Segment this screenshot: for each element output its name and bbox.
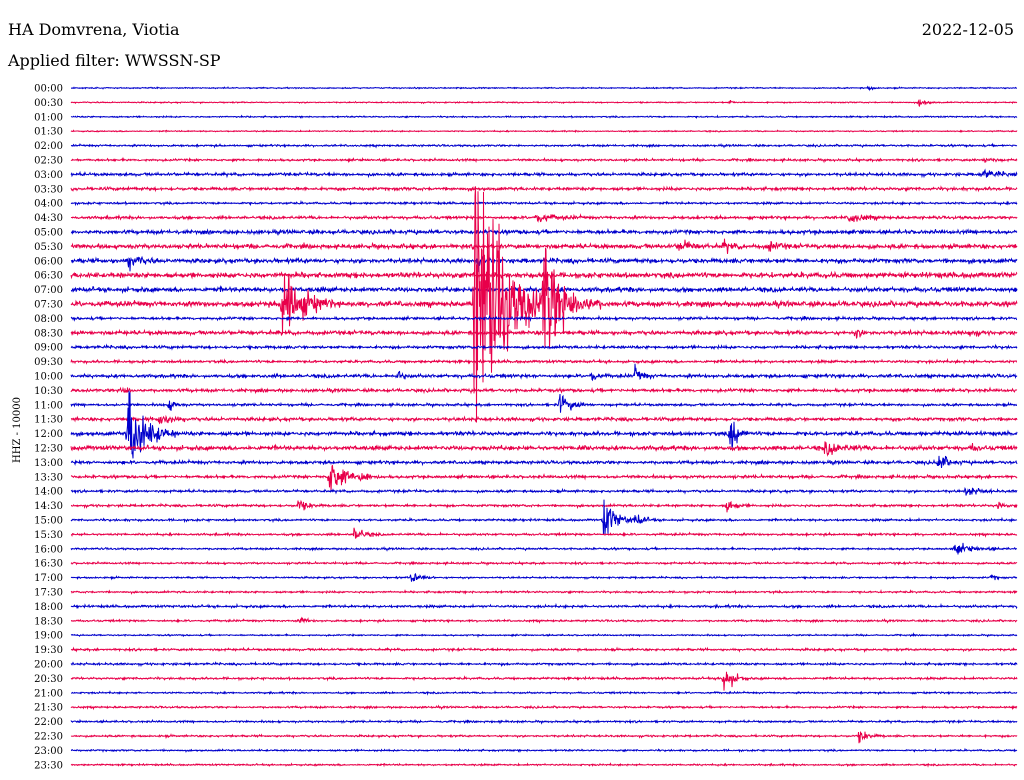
record-date: 2022-12-05: [921, 20, 1014, 39]
time-label-2300: 23:00: [34, 746, 63, 757]
trace-row-2200: [70, 718, 1018, 725]
trace-row-0800: [70, 314, 1018, 323]
trace-row-2330: [70, 762, 1018, 768]
time-label-1730: 17:30: [34, 588, 63, 599]
time-label-1200: 12:00: [34, 429, 63, 440]
time-label-2230: 22:30: [34, 732, 63, 743]
trace-row-1400: [70, 486, 1018, 496]
time-label-1130: 11:30: [34, 415, 63, 426]
time-label-1000: 10:00: [34, 372, 63, 383]
time-label-1100: 11:00: [34, 400, 63, 411]
time-label-0630: 06:30: [34, 271, 63, 282]
time-label-2000: 20:00: [34, 660, 63, 671]
time-label-1800: 18:00: [34, 602, 63, 613]
time-label-0500: 05:00: [34, 228, 63, 239]
trace-row-1300: [70, 455, 1018, 469]
trace-row-1200: [70, 390, 1018, 459]
time-label-1930: 19:30: [34, 645, 63, 656]
time-label-1030: 10:30: [34, 386, 63, 397]
trace-row-0900: [70, 343, 1018, 351]
trace-row-0430: [70, 213, 1018, 223]
time-label-1400: 14:00: [34, 487, 63, 498]
time-label-0700: 07:00: [34, 285, 63, 296]
time-label-0600: 06:00: [34, 256, 63, 267]
time-label-2030: 20:30: [34, 674, 63, 685]
time-label-2330: 23:30: [34, 760, 63, 771]
trace-row-1030: [70, 386, 1018, 395]
time-label-0730: 07:30: [34, 300, 63, 311]
time-labels: 00:00 00:30 01:00 01:30 02:00 02:30 03:00 03:30…: [34, 84, 63, 772]
trace-row-0830: [70, 328, 1018, 339]
time-label-2130: 21:30: [34, 703, 63, 714]
time-label-0200: 02:00: [34, 141, 63, 152]
time-label-0330: 03:30: [34, 184, 63, 195]
trace-row-0330: [70, 185, 1018, 193]
trace-row-0130: [70, 129, 1018, 134]
trace-row-1800: [70, 602, 1018, 610]
trace-row-0530: [70, 238, 1018, 254]
time-label-0000: 00:00: [34, 84, 63, 95]
trace-row-1630: [70, 560, 1018, 567]
trace-row-0300: [70, 168, 1018, 179]
seismic-traces: [70, 85, 1018, 768]
time-label-1500: 15:00: [34, 516, 63, 527]
time-label-1300: 13:00: [34, 458, 63, 469]
time-label-0900: 09:00: [34, 343, 63, 354]
time-label-1330: 13:30: [34, 472, 63, 483]
trace-row-1830: [70, 616, 1018, 624]
trace-row-0500: [70, 227, 1018, 237]
time-label-2100: 21:00: [34, 688, 63, 699]
trace-row-1430: [70, 499, 1018, 513]
filter-label: Applied filter: WWSSN-SP: [8, 51, 221, 70]
trace-row-1700: [70, 572, 1018, 582]
time-label-0400: 04:00: [34, 199, 63, 210]
trace-row-0730: [70, 186, 1018, 423]
trace-row-0930: [70, 357, 1017, 365]
trace-row-2100: [71, 690, 1018, 696]
time-label-0100: 01:00: [34, 112, 63, 123]
time-label-1830: 18:30: [34, 616, 63, 627]
time-label-1700: 17:00: [34, 573, 63, 584]
trace-row-2230: [70, 731, 1018, 744]
time-label-0030: 00:30: [34, 98, 63, 109]
time-label-0800: 08:00: [34, 314, 63, 325]
trace-row-1100: [70, 393, 1017, 413]
trace-row-0230: [70, 156, 1018, 164]
time-label-0300: 03:00: [34, 170, 63, 181]
trace-row-1530: [70, 527, 1018, 539]
trace-row-1230: [70, 441, 1018, 457]
time-label-0930: 09:30: [34, 357, 63, 368]
trace-row-0400: [70, 199, 1018, 207]
trace-row-0100: [70, 114, 1018, 119]
trace-row-1900: [70, 632, 1018, 639]
trace-row-0200: [70, 142, 1018, 149]
trace-row-2030: [70, 671, 1018, 691]
time-label-1600: 16:00: [34, 544, 63, 555]
trace-row-1000: [70, 363, 1018, 382]
trace-row-0030: [70, 99, 1018, 107]
time-label-1530: 15:30: [34, 530, 63, 541]
time-label-0130: 01:30: [34, 127, 63, 138]
time-label-1630: 16:30: [34, 559, 63, 570]
time-label-2200: 22:00: [34, 717, 63, 728]
time-label-0430: 04:30: [34, 213, 63, 224]
time-label-1900: 19:00: [34, 631, 63, 642]
time-label-0230: 02:30: [34, 156, 63, 167]
time-label-1430: 14:30: [34, 501, 63, 512]
trace-row-1730: [70, 588, 1018, 595]
time-label-1230: 12:30: [34, 444, 63, 455]
trace-row-1930: [70, 646, 1017, 653]
trace-row-2300: [70, 747, 1018, 753]
trace-row-1500: [70, 499, 1018, 535]
trace-row-2000: [70, 660, 1018, 668]
trace-row-1330: [70, 464, 1018, 492]
time-label-0830: 08:30: [34, 328, 63, 339]
trace-row-1130: [70, 414, 1018, 425]
trace-row-2130: [70, 704, 1018, 711]
time-label-0530: 05:30: [34, 242, 63, 253]
trace-row-1600: [70, 542, 1018, 555]
station-title: HA Domvrena, Viotia: [8, 20, 180, 39]
trace-row-0000: [71, 85, 1017, 92]
